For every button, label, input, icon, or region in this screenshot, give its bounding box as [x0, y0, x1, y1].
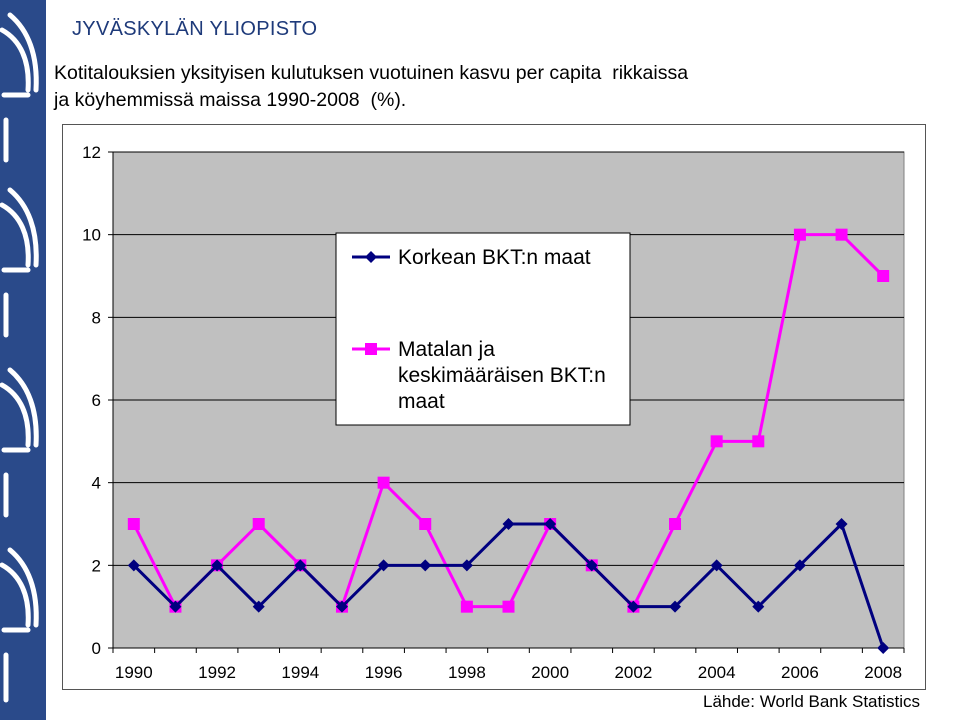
x-tick-label: 1996 [365, 663, 403, 682]
x-tick-label: 1994 [281, 663, 319, 682]
data-point-diamond [835, 518, 848, 530]
chart-container: 0 2 4 6 8 10 12 1990 1992 1994 1996 1998 2000 2002 200… [62, 124, 926, 690]
data-point-square [252, 518, 265, 530]
x-tick-label: 1990 [115, 663, 153, 682]
university-emblem-icon [0, 12, 39, 703]
y-tick-label: 6 [92, 391, 101, 410]
data-point-square [710, 435, 723, 448]
data-point-diamond [585, 559, 598, 572]
slide-title: Kotitalouksien yksityisen kulutuksen vuo… [54, 60, 914, 114]
data-point-square [419, 518, 432, 530]
data-point-diamond [752, 600, 765, 613]
legend-marker-diamond [365, 251, 377, 263]
data-point-diamond [211, 559, 224, 572]
data-point-diamond [877, 642, 890, 654]
data-point-square [669, 518, 682, 530]
x-tick-label: 2006 [781, 663, 819, 682]
legend-label-line: Korkean BKT:n maat [398, 246, 591, 269]
legend-box [335, 232, 631, 426]
legend-label: Korkean BKT:n maat [398, 246, 591, 269]
data-point-square [127, 518, 140, 530]
data-point-diamond [710, 559, 723, 572]
source-note: Lähde: World Bank Statistics [702, 692, 920, 711]
data-point-diamond [793, 559, 806, 572]
data-point-square [752, 435, 765, 448]
university-name: JYVÄSKYLÄN YLIOPISTO [72, 18, 318, 40]
y-tick-label: 0 [92, 639, 101, 658]
legend-label-line: maat [398, 390, 445, 413]
y-tick-label: 8 [92, 308, 101, 327]
line-chart: 0 2 4 6 8 10 12 1990 1992 1994 1996 1998 2000 2002 200… [82, 143, 905, 682]
data-point-diamond [669, 600, 682, 613]
x-tick-label: 2002 [614, 663, 652, 682]
data-point-diamond [252, 600, 265, 613]
sidebar-decoration [0, 0, 46, 720]
data-point-diamond [627, 600, 640, 613]
data-point-diamond [377, 559, 390, 572]
data-point-diamond [419, 559, 432, 572]
data-point-square [502, 600, 515, 613]
data-point-diamond [544, 518, 557, 530]
y-tick-label: 4 [92, 474, 101, 493]
data-point-square [460, 600, 473, 613]
x-tick-label: 1992 [198, 663, 236, 682]
data-point-diamond [460, 559, 473, 572]
legend-label-line: keskimääräisen BKT:n [398, 364, 606, 387]
legend-label-line: Matalan ja [398, 338, 495, 361]
data-point-diamond [502, 518, 515, 530]
legend-marker-square [365, 343, 377, 355]
y-tick-label: 12 [82, 143, 101, 162]
data-point-diamond [127, 559, 140, 572]
data-point-square [877, 270, 890, 282]
data-point-diamond [169, 600, 182, 613]
data-point-diamond [335, 600, 348, 613]
y-tick-label: 2 [92, 556, 101, 575]
data-point-diamond [294, 559, 307, 572]
x-tick-label: 2000 [531, 663, 569, 682]
slide-title-line-1: Kotitalouksien yksityisen kulutuksen vuo… [54, 62, 689, 84]
x-tick-label: 2008 [864, 663, 902, 682]
data-point-square [835, 228, 848, 241]
legend-label: Matalan ja keskimääräisen BKT:n maat [398, 338, 606, 413]
slide-title-line-2: ja köyhemmissä maissa 1990-2008 (%). [54, 89, 407, 111]
x-tick-label: 1998 [448, 663, 486, 682]
data-point-square [377, 476, 390, 489]
data-point-square [793, 228, 806, 241]
y-tick-label: 10 [82, 226, 101, 245]
x-tick-label: 2004 [698, 663, 736, 682]
